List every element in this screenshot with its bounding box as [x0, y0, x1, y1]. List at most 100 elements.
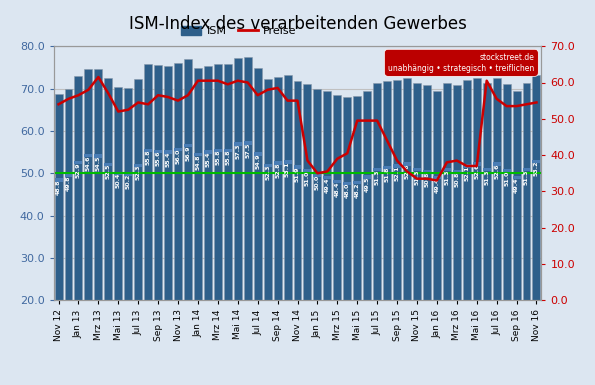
- Bar: [512, 176, 521, 179]
- Bar: [303, 84, 311, 300]
- Text: 52.6: 52.6: [494, 164, 499, 179]
- Text: 52.6: 52.6: [474, 164, 479, 179]
- Bar: [293, 80, 302, 300]
- Bar: [343, 97, 351, 300]
- Bar: [443, 83, 451, 300]
- Bar: [214, 149, 222, 152]
- Bar: [194, 68, 202, 300]
- Text: 51.3: 51.3: [524, 169, 529, 184]
- Bar: [363, 176, 371, 179]
- Text: 56.0: 56.0: [176, 149, 180, 164]
- Bar: [433, 91, 441, 300]
- Bar: [343, 182, 351, 185]
- Bar: [214, 64, 222, 300]
- Bar: [403, 162, 411, 166]
- Bar: [174, 148, 182, 151]
- Bar: [253, 68, 262, 300]
- Text: 54.6: 54.6: [86, 155, 91, 171]
- Bar: [104, 78, 112, 300]
- Bar: [114, 172, 122, 175]
- Text: 49.8: 49.8: [66, 176, 71, 191]
- Bar: [393, 80, 401, 300]
- Bar: [264, 164, 271, 167]
- Bar: [324, 91, 331, 300]
- Text: 51.3: 51.3: [484, 169, 489, 184]
- Bar: [124, 172, 132, 176]
- Bar: [164, 66, 172, 300]
- Text: 52.1: 52.1: [394, 166, 400, 181]
- Text: 48.0: 48.0: [345, 183, 350, 198]
- Bar: [64, 89, 73, 300]
- Bar: [503, 169, 511, 172]
- Bar: [174, 63, 182, 300]
- Text: 48.8: 48.8: [56, 179, 61, 195]
- Bar: [184, 144, 192, 147]
- Bar: [64, 174, 73, 177]
- Bar: [244, 57, 252, 300]
- Bar: [154, 149, 162, 153]
- Bar: [234, 142, 242, 146]
- Text: 52.3: 52.3: [136, 165, 140, 180]
- Bar: [154, 65, 162, 300]
- Bar: [333, 180, 342, 183]
- Bar: [84, 154, 92, 157]
- Bar: [84, 69, 92, 300]
- Bar: [204, 151, 212, 154]
- Bar: [403, 77, 411, 300]
- Text: 56.9: 56.9: [186, 145, 190, 161]
- Bar: [224, 64, 232, 300]
- Text: 51.9: 51.9: [295, 166, 300, 182]
- Bar: [453, 170, 461, 173]
- Bar: [493, 162, 500, 166]
- Bar: [503, 84, 511, 300]
- Text: 54.9: 54.9: [255, 154, 260, 169]
- Text: 57.3: 57.3: [235, 144, 240, 159]
- Text: 54.5: 54.5: [96, 156, 101, 171]
- Bar: [204, 66, 212, 300]
- Bar: [244, 142, 252, 145]
- Text: 52.1: 52.1: [464, 166, 469, 181]
- Bar: [274, 161, 281, 165]
- Bar: [522, 168, 531, 171]
- Text: 48.2: 48.2: [355, 182, 360, 198]
- Bar: [55, 94, 62, 300]
- Bar: [314, 173, 321, 177]
- Text: 55.6: 55.6: [156, 151, 161, 166]
- Text: 50.8: 50.8: [424, 171, 430, 186]
- Bar: [483, 83, 491, 300]
- Bar: [134, 79, 142, 300]
- Bar: [413, 168, 421, 171]
- Bar: [463, 164, 471, 168]
- Bar: [453, 85, 461, 300]
- Text: 57.5: 57.5: [245, 143, 250, 158]
- Text: 51.0: 51.0: [504, 170, 509, 186]
- Bar: [483, 168, 491, 171]
- Text: 49.5: 49.5: [365, 177, 369, 192]
- Bar: [353, 96, 361, 300]
- Text: 51.3: 51.3: [375, 169, 380, 184]
- Bar: [324, 176, 331, 179]
- Bar: [373, 83, 381, 300]
- Text: 50.0: 50.0: [315, 174, 320, 190]
- Bar: [194, 153, 202, 156]
- Bar: [164, 151, 172, 154]
- Text: 51.0: 51.0: [305, 170, 310, 186]
- Bar: [333, 95, 342, 300]
- Text: 52.3: 52.3: [265, 165, 270, 180]
- Bar: [144, 64, 152, 300]
- Text: 55.4: 55.4: [205, 152, 211, 167]
- Text: 53.1: 53.1: [285, 161, 290, 177]
- Bar: [493, 77, 500, 300]
- Text: 52.5: 52.5: [106, 164, 111, 179]
- Bar: [423, 85, 431, 300]
- Text: 53.2: 53.2: [534, 161, 539, 176]
- Bar: [353, 181, 361, 184]
- Text: 54.8: 54.8: [195, 154, 201, 170]
- Bar: [284, 75, 292, 300]
- Bar: [114, 87, 122, 300]
- Bar: [264, 79, 271, 300]
- Bar: [443, 168, 451, 171]
- Bar: [512, 91, 521, 300]
- Bar: [522, 83, 531, 300]
- Text: 55.8: 55.8: [226, 150, 230, 166]
